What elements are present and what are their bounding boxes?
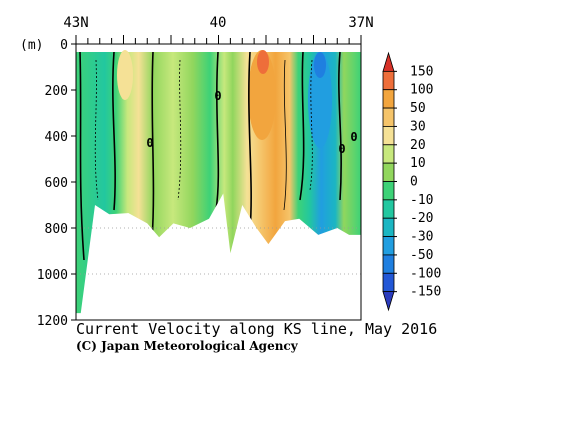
velocity-core-strong-negative [314, 52, 326, 78]
colorbar-swatch [382, 199, 395, 219]
colorbar-swatch [382, 254, 395, 274]
colorbar-label: 50 [410, 101, 426, 116]
colorbar-label: -150 [410, 285, 441, 300]
colorbar-label: -50 [410, 248, 433, 263]
chart-credit: (C) Japan Meteorological Agency [76, 339, 298, 353]
colorbar-swatch [382, 126, 395, 146]
colorbar-label: 150 [410, 64, 433, 79]
chart-title: Current Velocity along KS line, May 2016 [76, 320, 438, 338]
colorbar-label: 100 [410, 83, 433, 98]
y-tick-label: 800 [45, 222, 68, 237]
y-unit-label: (m) [20, 38, 43, 53]
colorbar-swatch [382, 70, 395, 91]
y-tick-label: 200 [45, 84, 68, 99]
colorbar-swatch [382, 89, 395, 109]
velocity-core-strong [257, 50, 269, 74]
y-tick-label: 0 [60, 38, 68, 53]
contour-zero-label: 0 [146, 136, 153, 150]
x-top-label-43n: 43N [63, 15, 88, 31]
y-tick-label: 600 [45, 176, 68, 191]
contour-zero-label: 0 [350, 130, 357, 144]
y-tick-label: 1200 [37, 314, 68, 329]
colorbar-label: 0 [410, 175, 418, 190]
colorbar-swatch [382, 162, 395, 182]
station-ticks [75, 35, 362, 44]
x-top-label-37n: 37N [348, 15, 373, 31]
contour-lines [79, 51, 342, 261]
colorbar-label: -100 [410, 266, 441, 281]
colorbar-label: -10 [410, 193, 433, 208]
colorbar-swatch [382, 107, 395, 127]
seafloor-mask [76, 193, 361, 320]
colorbar-label: 30 [410, 119, 426, 134]
colorbar-swatch [382, 217, 395, 237]
y-axis-ticks: 0 200 400 600 800 1000 1200 [37, 38, 76, 329]
colorbar-swatch [382, 272, 395, 293]
contour-zero-label: 0 [214, 89, 221, 103]
velocity-core-north [117, 50, 133, 100]
colorbar-label: 20 [410, 138, 426, 153]
velocity-core-positive [248, 50, 276, 140]
y-tick-label: 400 [45, 130, 68, 145]
colorbar-swatch [382, 291, 395, 312]
colorbar-swatch [382, 144, 395, 164]
velocity-core-negative [308, 52, 332, 148]
colorbar-swatch [382, 181, 395, 201]
colorbar-swatch [382, 51, 395, 72]
colorbar-label: -20 [410, 211, 433, 226]
colorbar-label: -30 [410, 230, 433, 245]
velocity-section [76, 50, 361, 320]
colorbar-swatch [382, 236, 395, 256]
y-tick-label: 1000 [37, 268, 68, 283]
colorbar-label: 10 [410, 156, 426, 171]
contour-zero-label: 0 [338, 142, 345, 156]
x-top-label-40: 40 [210, 15, 227, 31]
